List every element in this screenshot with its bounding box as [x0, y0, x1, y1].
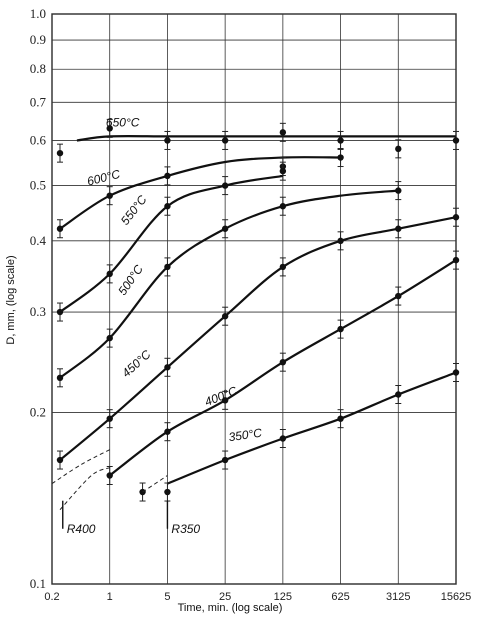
series-line-550c	[59, 174, 284, 313]
data-point	[221, 397, 229, 404]
data-point	[221, 225, 229, 232]
series-label-400c: 400°C	[203, 383, 240, 409]
y-tick-label: 0.7	[30, 94, 47, 109]
x-tick-label: 25	[219, 591, 231, 603]
y-tick-label: 0.6	[30, 132, 47, 147]
data-point	[395, 145, 402, 153]
y-tick-label: 0.8	[30, 61, 46, 76]
data-point	[337, 154, 344, 161]
data-point	[106, 415, 113, 422]
data-point	[106, 125, 113, 132]
series-line-450c	[59, 216, 457, 461]
series-label-450c: 450°C	[119, 347, 154, 380]
extrapolation-dashed	[59, 467, 110, 511]
x-tick-label: 15625	[441, 591, 472, 603]
data-point	[452, 214, 460, 221]
data-point	[106, 192, 113, 199]
y-tick-labels: 0.1 0.2 0.3 0.4 0.5 0.6 0.7 0.8 0.9 1.0	[30, 6, 47, 591]
data-point	[164, 203, 171, 210]
data-point	[337, 415, 344, 422]
series-label-500c: 500°C	[115, 262, 146, 298]
data-point	[56, 456, 64, 464]
x-tick-label: 3125	[386, 591, 410, 603]
x-tick-label: 625	[331, 591, 349, 603]
data-point	[337, 325, 344, 333]
data-point	[279, 167, 287, 175]
data-point	[279, 358, 287, 366]
data-point	[452, 256, 460, 264]
data-point	[395, 225, 402, 232]
data-point	[106, 472, 113, 479]
series-line-350c	[166, 371, 457, 485]
data-point	[164, 172, 171, 180]
data-point	[395, 187, 402, 194]
data-point	[395, 292, 402, 300]
data-point	[164, 137, 171, 144]
data-point	[56, 308, 64, 316]
data-point	[279, 129, 287, 136]
series-label-650c: 650°C	[106, 115, 140, 129]
extrapolation-dashed	[51, 449, 110, 485]
y-axis-title: D, mm, (log scale)	[5, 255, 17, 344]
data-point	[279, 435, 287, 442]
y-tick-label: 0.2	[30, 404, 46, 419]
data-point	[56, 225, 64, 232]
series-line-500c	[59, 189, 399, 379]
data-point	[337, 237, 344, 245]
data-point	[164, 364, 171, 371]
data-point	[337, 137, 344, 144]
data-point	[452, 369, 460, 376]
y-tick-label: 0.1	[30, 576, 46, 591]
r400-label: R400	[67, 522, 96, 536]
data-point	[56, 149, 64, 157]
x-tick-label: 1	[107, 591, 113, 603]
x-tick-label: 0.2	[44, 591, 59, 603]
data-point	[139, 488, 146, 496]
data-point	[56, 374, 64, 382]
series-line-600c	[59, 156, 341, 230]
data-point	[164, 428, 171, 435]
data-point	[395, 391, 402, 398]
annotations: R400 R350	[51, 449, 200, 536]
y-tick-label: 1.0	[30, 6, 46, 21]
data-point	[106, 270, 113, 278]
data-point	[452, 137, 460, 144]
x-tick-label: 125	[274, 591, 292, 603]
grid	[51, 13, 457, 585]
data-point	[221, 456, 229, 464]
y-tick-label: 0.9	[30, 32, 46, 47]
data-point	[279, 263, 287, 271]
y-tick-label: 0.4	[30, 233, 47, 248]
data-point	[221, 182, 229, 189]
series-label-550c: 550°C	[118, 192, 150, 227]
data-point	[164, 263, 171, 271]
x-tick-labels: 0.2 1 5 25 125 625 3125 15625	[44, 591, 471, 603]
r350-label: R350	[171, 522, 200, 536]
y-tick-label: 0.3	[30, 304, 46, 319]
y-tick-label: 0.5	[30, 178, 46, 193]
series-label-350c: 350°C	[228, 426, 263, 445]
data-point	[106, 334, 113, 342]
data-point	[221, 313, 229, 320]
data-point	[164, 488, 171, 496]
x-tick-label: 5	[164, 591, 170, 603]
x-axis-title: Time, min. (log scale)	[178, 602, 283, 614]
data-point	[279, 203, 287, 210]
extrapolation-dashed	[142, 475, 168, 493]
data-point	[221, 137, 229, 144]
